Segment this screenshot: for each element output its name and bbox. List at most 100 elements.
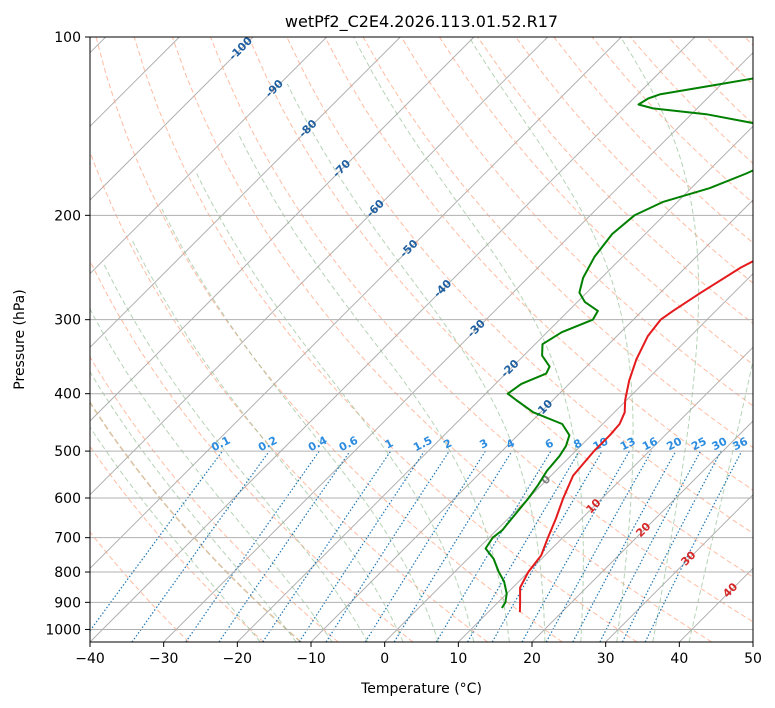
x-tick-label: 40 <box>670 651 688 667</box>
theta-reference-line <box>90 400 302 642</box>
isotherm-line <box>163 51 753 642</box>
y-tick-label: 300 <box>54 313 81 329</box>
mixing-ratio-label: 1 <box>383 436 396 451</box>
y-tick-label: 800 <box>54 565 81 581</box>
dry-adiabat-line <box>400 37 753 407</box>
y-tick-label: 100 <box>54 30 81 46</box>
dry-adiabat-line <box>515 37 753 284</box>
moist-adiabat-line <box>286 83 546 642</box>
dry-adiabat-line <box>668 37 753 125</box>
mixing-ratio-line <box>325 450 450 642</box>
profile-series <box>484 77 753 613</box>
x-tick-label: −10 <box>296 651 326 667</box>
moist-adiabat-lines <box>90 37 753 642</box>
moist-adiabat-line <box>161 208 439 642</box>
x-tick-label: 0 <box>380 651 389 667</box>
y-tick-label: 500 <box>54 444 81 460</box>
y-axis-ticks: 100 200 300 400 500 600 700 800 900 1000 <box>45 30 90 638</box>
isotherm-line <box>605 493 753 642</box>
moist-adiabat-line <box>90 426 261 642</box>
dry-adiabat-line <box>591 37 753 204</box>
x-tick-label: −40 <box>75 651 105 667</box>
dry-adiabat-line <box>95 37 563 642</box>
x-tick-label: −20 <box>223 651 253 667</box>
y-tick-label: 600 <box>54 491 81 507</box>
dry-adiabat-lines <box>90 37 753 642</box>
y-tick-label: 1000 <box>45 622 81 638</box>
isotherm-lines <box>90 37 753 642</box>
mixing-ratio-line <box>644 450 743 642</box>
mixing-ratio-label: 6 <box>543 436 556 451</box>
mixing-ratio-label: 16 <box>640 435 660 454</box>
mixing-ratio-line <box>521 450 631 642</box>
moist-adiabat-line <box>102 262 369 642</box>
y-tick-label: 400 <box>54 387 81 403</box>
isotherm-line <box>457 346 753 642</box>
dry-adiabat-line <box>362 37 753 449</box>
x-tick-label: 20 <box>523 651 541 667</box>
x-tick-label: −30 <box>149 651 179 667</box>
mixing-ratio-label: 13 <box>618 435 638 454</box>
isotherm-line <box>236 125 753 642</box>
mixing-ratio-line <box>218 450 351 642</box>
x-axis-ticks: −40 −30 −20 −10 0 10 20 30 40 50 <box>75 642 762 667</box>
mixing-ratio-line <box>185 450 320 642</box>
chart-title: wetPf2_C2E4.2026.113.01.52.R17 <box>285 12 558 32</box>
isotherm-line <box>678 567 753 642</box>
mixing-ratio-label: 3 <box>477 436 490 451</box>
temperature-line <box>518 260 753 613</box>
dry-adiabat-line <box>744 37 753 46</box>
mixing-ratio-line <box>262 450 392 642</box>
mixing-ratio-label: 36 <box>730 435 750 454</box>
y-tick-label: 900 <box>54 595 81 611</box>
isotherm-line <box>90 37 549 496</box>
isotherm-line <box>90 37 401 349</box>
isotherm-line <box>384 272 753 642</box>
mixing-ratio-line <box>393 450 513 642</box>
plot-frame <box>89 36 754 643</box>
isotherm-line <box>90 37 328 275</box>
mixing-ratio-line <box>572 450 677 642</box>
dry-adiabat-line <box>210 37 753 623</box>
y-tick-label: 200 <box>54 208 81 224</box>
mixing-ratio-line <box>599 450 702 642</box>
dry-adiabat-line <box>90 531 190 642</box>
dry-adiabat-line <box>133 37 638 642</box>
mixing-ratio-line <box>621 450 722 642</box>
isotherm-line <box>90 37 254 201</box>
x-tick-label: 10 <box>449 651 467 667</box>
mixing-ratio-line <box>364 450 486 642</box>
x-axis-label: Temperature (°C) <box>360 681 482 697</box>
moist-adiabat-line <box>353 37 584 642</box>
x-tick-label: 30 <box>597 651 615 667</box>
mixing-ratio-lines <box>90 450 743 642</box>
mixing-ratio-line <box>131 450 270 642</box>
dry-adiabat-line <box>324 37 753 491</box>
y-axis-label: Pressure (hPa) <box>12 289 28 389</box>
moist-adiabat-line <box>90 370 297 642</box>
mixing-ratio-line <box>435 450 552 642</box>
isotherm-line <box>752 641 753 642</box>
mixing-ratio-label: 30 <box>710 435 730 454</box>
y-tick-label: 700 <box>54 531 81 547</box>
dry-adiabat-line <box>90 445 264 642</box>
isotherm-line <box>531 420 753 642</box>
dry-adiabat-line <box>90 356 339 642</box>
mixing-ratio-line <box>298 450 425 642</box>
dry-adiabat-line <box>171 37 712 642</box>
dry-adiabat-line <box>706 37 753 86</box>
dry-adiabat-line <box>553 37 753 244</box>
isotherm-line <box>90 37 696 642</box>
isotherm-line <box>90 37 475 422</box>
moist-adiabat-line <box>468 37 634 642</box>
mixing-ratio-label: 4 <box>504 436 517 451</box>
mixing-ratio-label: 2 <box>441 436 454 451</box>
dry-adiabat-line <box>248 37 753 578</box>
mixing-ratio-label: 25 <box>689 435 709 454</box>
dry-adiabat-line <box>438 37 753 366</box>
dry-adiabat-line <box>90 259 414 642</box>
moist-adiabat-line <box>90 308 333 642</box>
moist-adiabat-line <box>688 358 753 642</box>
moist-adiabat-line <box>131 239 404 642</box>
dry-adiabat-line <box>90 150 488 642</box>
